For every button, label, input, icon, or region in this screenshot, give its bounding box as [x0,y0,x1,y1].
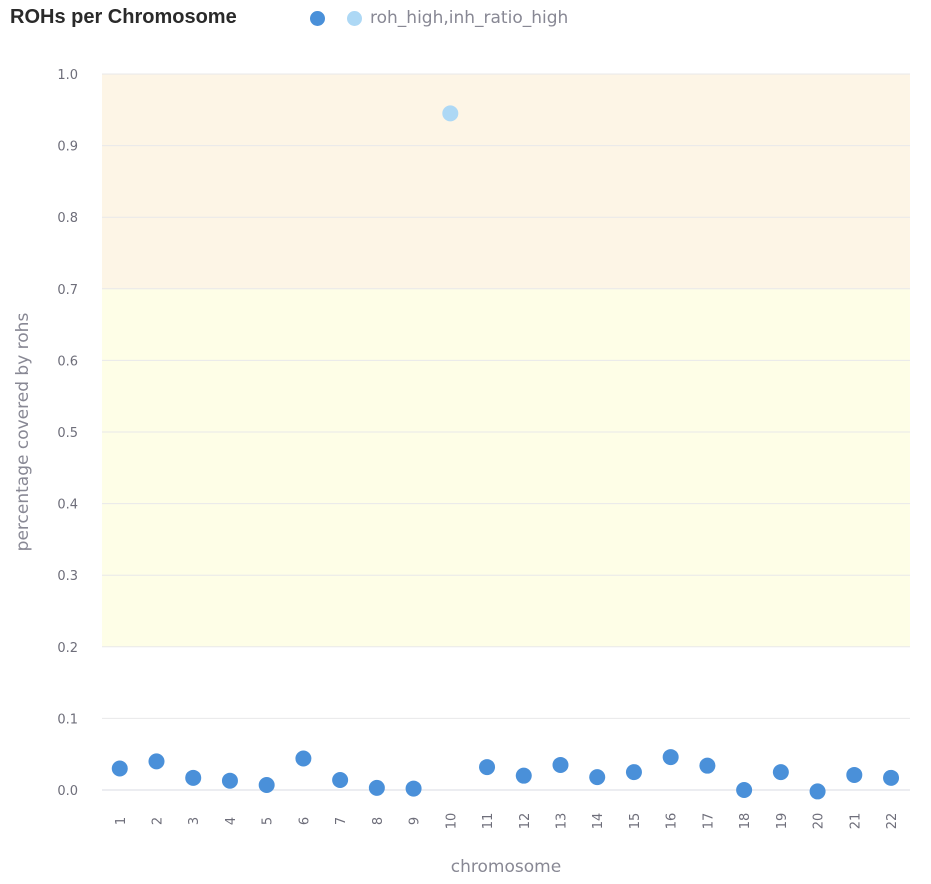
data-point-series-1-chr-4[interactable] [221,772,238,789]
data-point-series-1-chr-21[interactable] [846,766,863,783]
y-tick-label: 0.9 [57,140,78,155]
data-point-series-1-chr-5[interactable] [258,776,275,793]
x-axis-ticks: 1 2 3 4 5 6 7 8 9 10 11 12 13 14 15 16 17 18 19 20 21 22 [114,813,900,830]
x-tick-label: 7 [334,817,349,825]
x-tick-label: 15 [628,813,643,830]
y-tick-label: 0.2 [57,641,78,656]
y-tick-label: 0.5 [57,426,78,441]
background-bands [102,74,910,647]
legend-label-series-2: roh_high,inh_ratio_high [370,8,569,28]
legend: roh_high,inh_ratio_high [310,6,582,30]
data-point-series-1-chr-1[interactable] [111,760,128,777]
x-tick-label: 14 [591,813,606,830]
x-tick-label: 2 [150,817,165,825]
y-axis-title: percentage covered by rohs [13,313,33,552]
data-point-series-1-chr-18[interactable] [736,782,753,798]
x-tick-label: 10 [444,813,459,830]
data-point-series-1-chr-11[interactable] [479,759,496,776]
data-point-series-1-chr-15[interactable] [625,764,642,781]
y-tick-label: 0.1 [57,712,78,727]
x-tick-label: 4 [224,817,239,825]
x-tick-label: 3 [187,817,202,825]
legend-item-series-1[interactable] [310,10,333,26]
x-tick-label: 16 [665,813,680,830]
y-tick-label: 0.7 [57,283,78,298]
data-point-series-1-chr-9[interactable] [405,780,422,797]
data-point-series-1-chr-13[interactable] [552,756,569,773]
band-1 [102,74,910,289]
data-point-series-2-chr-10[interactable] [442,105,459,122]
data-point-series-1-chr-6[interactable] [295,750,312,767]
y-tick-label: 0.3 [57,569,78,584]
y-tick-label: 0.4 [57,498,78,513]
x-tick-label: 1 [114,817,129,825]
legend-item-series-2[interactable]: roh_high,inh_ratio_high [347,8,568,28]
data-point-series-1-chr-7[interactable] [332,771,349,788]
data-points [111,105,900,800]
chart-title: ROHs per Chromosome [10,6,237,28]
y-tick-label: 0.6 [57,354,78,369]
x-tick-label: 6 [297,817,312,825]
y-axis-ticks: 1.0 0.9 0.8 0.7 0.6 0.5 0.4 0.3 0.2 0.1 0.0 [57,68,78,799]
x-tick-label: 21 [848,813,863,830]
data-point-series-1-chr-2[interactable] [148,753,165,770]
data-point-series-1-chr-19[interactable] [772,764,789,781]
data-point-series-1-chr-20[interactable] [809,783,826,800]
data-point-series-1-chr-14[interactable] [589,769,606,786]
data-point-series-1-chr-8[interactable] [368,779,385,796]
band-2 [102,288,910,647]
data-point-series-1-chr-12[interactable] [515,767,532,784]
x-tick-label: 19 [775,813,790,830]
data-point-series-1-chr-16[interactable] [662,749,679,766]
x-tick-label: 9 [408,817,423,825]
x-tick-label: 8 [371,817,386,825]
data-point-series-1-chr-3[interactable] [185,769,202,786]
x-axis-title: chromosome [451,857,561,877]
x-tick-label: 17 [701,813,716,830]
x-tick-label: 5 [261,817,276,825]
y-tick-label: 0.8 [57,211,78,226]
x-tick-label: 13 [554,813,569,830]
legend-marker-series-1 [310,10,325,26]
x-tick-label: 18 [738,813,753,830]
x-tick-label: 12 [518,813,533,830]
legend-marker-series-2 [347,10,362,26]
data-point-series-1-chr-17[interactable] [699,757,716,774]
y-tick-label: 1.0 [57,68,78,83]
x-tick-label: 11 [481,813,496,830]
gridlines [102,73,910,791]
y-tick-label: 0.0 [57,784,78,799]
x-tick-label: 20 [812,813,827,830]
x-tick-label: 22 [885,813,900,830]
data-point-series-1-chr-22[interactable] [883,769,900,786]
